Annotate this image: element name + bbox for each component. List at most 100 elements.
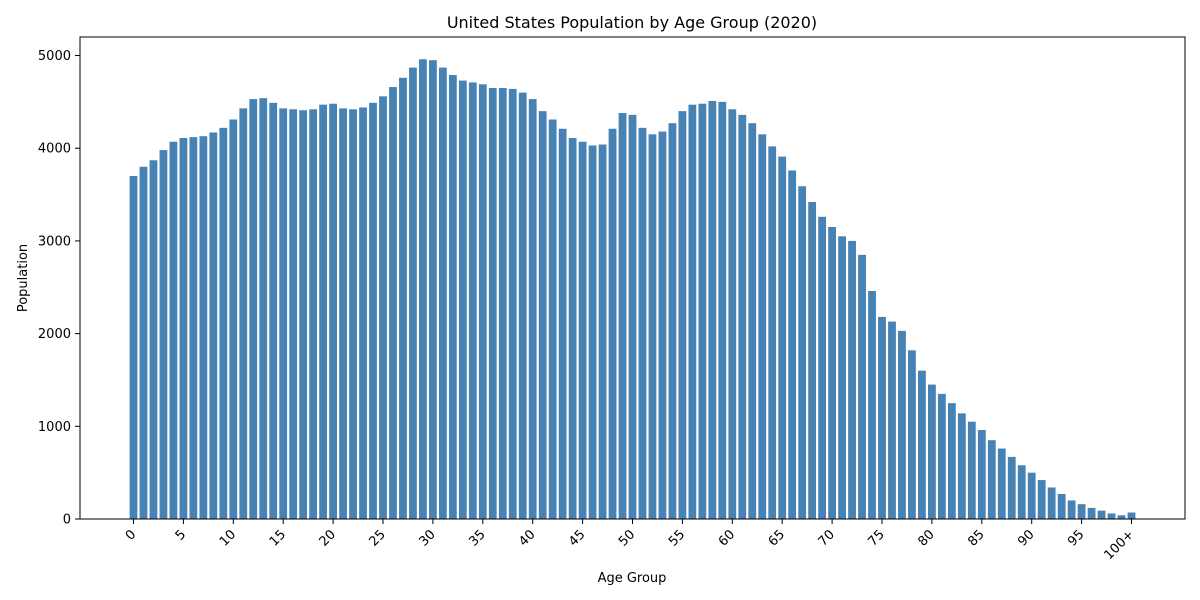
- chart-title: United States Population by Age Group (2…: [447, 13, 817, 32]
- bar-age-0: [129, 176, 138, 520]
- bar-age-38: [508, 88, 517, 519]
- bar-age-70: [828, 227, 836, 519]
- bar-age-54: [668, 123, 677, 519]
- x-tick-label-50: 50: [616, 527, 638, 549]
- y-tick-label-4000: 4000: [38, 142, 71, 157]
- bar-age-83: [957, 413, 966, 519]
- bar-age-24: [369, 102, 377, 519]
- bar-age-46: [588, 145, 597, 519]
- x-tick-label-40: 40: [516, 527, 538, 549]
- x-tick-label-80: 80: [915, 527, 937, 549]
- x-tick-label-95: 95: [1065, 527, 1087, 549]
- bar-age-45: [578, 141, 587, 520]
- bar-age-58: [708, 100, 717, 520]
- bar-age-63: [758, 134, 767, 519]
- bar-age-30: [429, 60, 437, 520]
- bar-age-2: [149, 160, 158, 519]
- bar-age-42: [548, 119, 557, 519]
- bar-age-34: [468, 82, 477, 520]
- bar-age-75: [878, 316, 886, 519]
- x-tick-label-55: 55: [666, 527, 688, 549]
- bar-age-15: [279, 108, 288, 520]
- x-tick-label-10: 10: [217, 527, 239, 549]
- bar-age-1: [139, 166, 148, 519]
- bar-age-89: [1017, 465, 1026, 519]
- bar-age-13: [259, 98, 268, 520]
- x-tick-label-45: 45: [566, 527, 588, 549]
- bar-age-25: [379, 96, 387, 519]
- bar-age-22: [349, 109, 357, 520]
- x-tick-label-75: 75: [866, 527, 888, 549]
- bar-age-36: [488, 87, 497, 519]
- bar-age-88: [1007, 456, 1016, 519]
- bar-age-37: [498, 87, 507, 519]
- bar-age-84: [967, 421, 976, 519]
- bar-age-49: [618, 113, 627, 519]
- bar-age-19: [319, 104, 328, 520]
- x-tick-label-5: 5: [173, 527, 189, 543]
- bar-age-14: [269, 102, 278, 519]
- bar-age-96: [1087, 507, 1096, 519]
- bar-age-48: [608, 128, 617, 519]
- bar-age-26: [389, 87, 397, 520]
- bar-age-69: [818, 216, 827, 519]
- bar-age-92: [1047, 487, 1056, 519]
- bar-age-40: [528, 99, 537, 519]
- bar-age-27: [399, 77, 407, 519]
- bar-age-3: [159, 150, 168, 519]
- bar-age-68: [808, 201, 817, 520]
- bar-age-74: [868, 290, 876, 519]
- bar-age-85: [977, 430, 986, 519]
- bar-age-78: [908, 350, 916, 519]
- x-tick-label-25: 25: [367, 527, 389, 549]
- bar-age-72: [848, 240, 856, 520]
- x-tick-label-85: 85: [965, 527, 987, 549]
- x-tick-label-100+: 100+: [1101, 527, 1137, 563]
- bar-group: [129, 59, 1136, 520]
- bar-age-29: [419, 59, 427, 519]
- bar-age-51: [638, 127, 647, 519]
- bar-age-73: [858, 254, 866, 519]
- bar-age-65: [778, 156, 787, 519]
- bar-age-71: [838, 236, 846, 520]
- bar-age-99: [1117, 515, 1126, 519]
- x-tick-label-30: 30: [416, 527, 438, 549]
- bar-age-5: [179, 138, 188, 519]
- plot-frame: [79, 36, 1186, 520]
- bar-age-67: [798, 186, 807, 520]
- bar-age-59: [718, 101, 727, 519]
- y-tick-label-1000: 1000: [38, 420, 71, 435]
- x-tick-label-35: 35: [466, 527, 488, 549]
- x-tick-label-15: 15: [267, 527, 289, 549]
- bar-age-64: [768, 146, 777, 519]
- bar-age-81: [937, 393, 946, 519]
- bar-age-41: [538, 111, 547, 520]
- bar-age-95: [1077, 504, 1086, 519]
- bar-age-77: [898, 330, 906, 519]
- bar-age-28: [409, 67, 417, 519]
- x-axis-label: Age Group: [598, 571, 667, 586]
- bar-age-61: [738, 114, 747, 520]
- bar-age-8: [209, 132, 218, 519]
- x-tick-label-70: 70: [816, 527, 838, 549]
- bar-age-100+: [1127, 512, 1136, 519]
- bar-age-6: [189, 137, 198, 520]
- bar-age-9: [219, 127, 228, 519]
- bar-age-79: [918, 370, 926, 519]
- bar-age-17: [299, 110, 308, 519]
- bar-age-66: [788, 170, 797, 520]
- bar-age-56: [688, 104, 697, 520]
- bar-age-93: [1057, 493, 1066, 519]
- bar-age-16: [289, 109, 298, 520]
- bar-age-53: [658, 131, 667, 520]
- x-tick-label-20: 20: [317, 527, 339, 549]
- bar-age-4: [169, 141, 178, 520]
- bar-age-55: [678, 111, 687, 520]
- bar-age-18: [309, 109, 318, 520]
- bar-age-11: [239, 108, 248, 520]
- bar-age-87: [997, 448, 1006, 519]
- bar-age-20: [329, 103, 337, 520]
- bar-age-52: [648, 134, 657, 519]
- x-tick-label-60: 60: [716, 527, 738, 549]
- y-tick-label-2000: 2000: [38, 327, 71, 342]
